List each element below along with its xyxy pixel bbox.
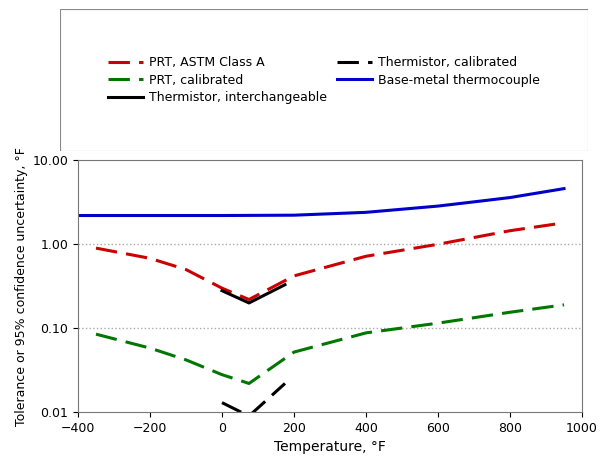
Legend: PRT, ASTM Class A, PRT, calibrated, Thermistor, interchangeable, Thermistor, cal: PRT, ASTM Class A, PRT, calibrated, Ther… <box>104 53 544 108</box>
Y-axis label: Tolerance or 95% confidence uncertainty, °F: Tolerance or 95% confidence uncertainty,… <box>15 147 28 425</box>
X-axis label: Temperature, °F: Temperature, °F <box>274 441 386 454</box>
